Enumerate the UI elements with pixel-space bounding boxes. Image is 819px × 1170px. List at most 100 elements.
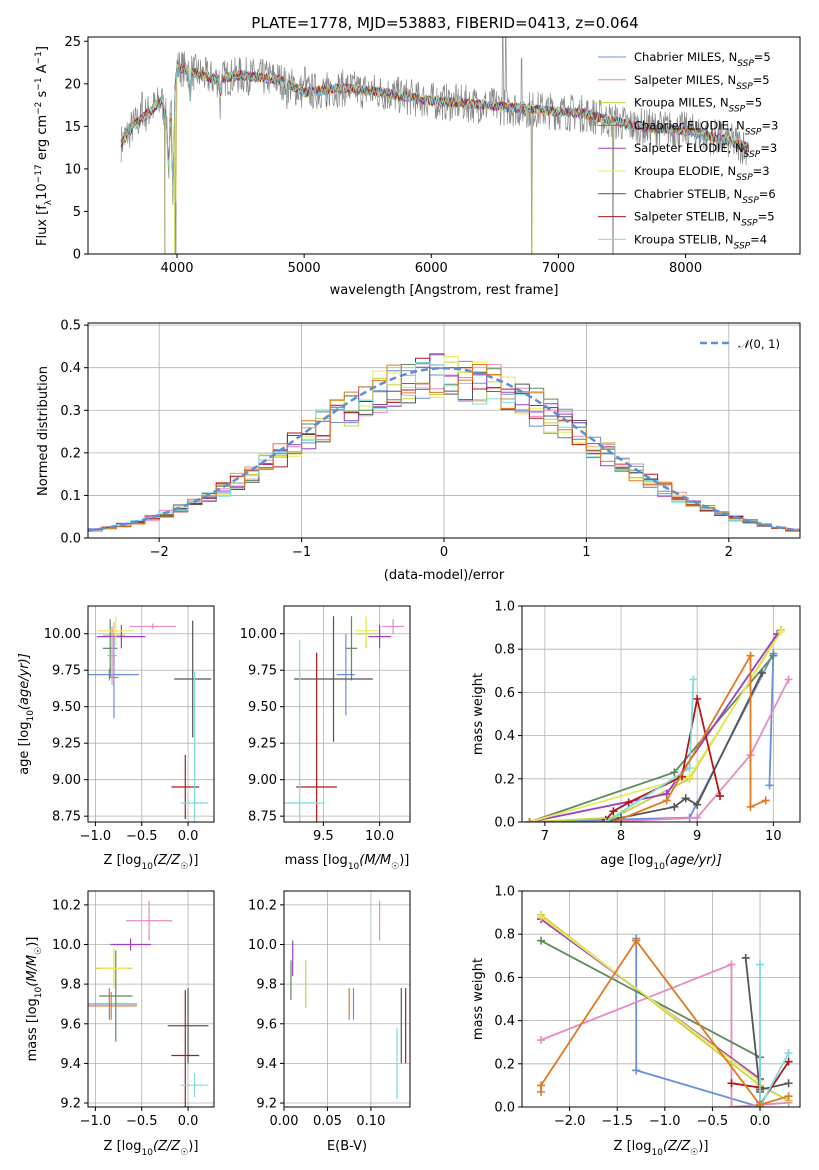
plot-area bbox=[290, 900, 407, 1100]
axes-frame: 4000 5000 6000 7000 8000 0 5 10 15 20 25 bbox=[64, 35, 801, 276]
y-tick-label: 9.25 bbox=[248, 737, 277, 752]
y-tick-label: 9.8 bbox=[256, 978, 277, 993]
mass-weight-marker bbox=[693, 694, 702, 703]
mass-weight-marker bbox=[716, 792, 725, 801]
axes-frame: −2.0 −1.5 −1.0 −0.5 0.0 0.0 0.2 0.4 0.6 0.8 1.0 bbox=[494, 885, 801, 1129]
x-tick-label: 2 bbox=[725, 545, 733, 560]
mass-vs-ebv-panel: 0.00 0.05 0.10 9.2 9.4 9.6 9.8 10.0 10.2 E(B-V) bbox=[248, 890, 411, 1154]
y-tick-label: 9.50 bbox=[248, 700, 277, 715]
legend-label: Chabrier ELODIE, NSSP=3 bbox=[634, 118, 778, 137]
mass-weight-marker bbox=[784, 1057, 793, 1066]
spectrum-artifact-line bbox=[173, 117, 176, 254]
residual-histogram-panel: −2 −1 0 1 2 0.0 0.1 0.2 0.3 0.4 0.5 𝒩(0, 1) (data-mo… bbox=[36, 319, 801, 583]
y-tick-label: 9.6 bbox=[256, 1017, 277, 1032]
x-axis-label: E(B-V) bbox=[327, 1139, 367, 1154]
errorbar-point bbox=[125, 900, 173, 941]
legend-label-part: Chabrier ELODIE, N bbox=[634, 118, 745, 132]
errorbar-point bbox=[99, 950, 133, 1042]
errorbar-point bbox=[345, 616, 358, 681]
axes-border bbox=[87, 36, 801, 255]
y-axis-label-part: ☉ bbox=[34, 947, 44, 955]
y-tick-label: 0.5 bbox=[60, 319, 81, 334]
x-axis-label: (data-model)/error bbox=[384, 568, 505, 583]
x-axis-label-part: ☉ bbox=[690, 1148, 698, 1158]
axes-border bbox=[87, 605, 215, 823]
mass-weight-marker bbox=[525, 818, 534, 822]
x-axis-label-part: (Z/Z bbox=[153, 853, 181, 868]
y-axis-label-part: A bbox=[35, 64, 50, 77]
mass-weight-series bbox=[741, 953, 793, 1096]
y-axis-label-part: age [log bbox=[17, 722, 32, 775]
mass-weight-marker bbox=[681, 794, 690, 803]
errorbar-point bbox=[97, 616, 135, 646]
y-tick-label: 10.00 bbox=[44, 627, 81, 642]
legend-label-part: SSP bbox=[745, 127, 762, 137]
y-tick-label: 20 bbox=[64, 77, 81, 92]
y-tick-label: 0.2 bbox=[494, 772, 515, 787]
mass-weight-marker bbox=[784, 1092, 793, 1101]
y-tick-label: 10.2 bbox=[52, 898, 81, 913]
axes-border bbox=[283, 605, 411, 823]
plot-area bbox=[88, 616, 212, 822]
x-axis-label-part: (Z/Z bbox=[153, 1139, 181, 1154]
x-axis-label-part: Z [log bbox=[104, 1139, 142, 1154]
y-tick-label: 0.8 bbox=[494, 643, 515, 658]
errorbar-point bbox=[294, 616, 373, 742]
errorbar-point bbox=[171, 990, 200, 1107]
mass-weight-marker bbox=[765, 781, 774, 790]
y-tick-label: 9.75 bbox=[52, 664, 81, 679]
legend-label: Kroupa STELIB, NSSP=4 bbox=[634, 232, 767, 251]
mass-weight-line bbox=[529, 652, 767, 822]
mass-weight-line bbox=[605, 679, 695, 822]
y-axis-label-part: −2 bbox=[34, 102, 44, 115]
y-axis-label-part: s bbox=[35, 90, 50, 101]
mass-weight-marker bbox=[757, 668, 766, 677]
x-tick-label: −2.0 bbox=[554, 1114, 586, 1129]
y-tick-label: 0.0 bbox=[494, 816, 515, 831]
mass-weight-marker bbox=[624, 798, 633, 807]
legend-label-part: SSP bbox=[736, 82, 753, 92]
axes-border bbox=[87, 890, 215, 1108]
y-axis-label-part: 10 bbox=[35, 183, 50, 200]
errorbar-point bbox=[381, 619, 405, 634]
plot-area bbox=[537, 910, 793, 1107]
grid-lines bbox=[284, 606, 410, 822]
y-tick-label: 0.0 bbox=[494, 1101, 515, 1116]
legend-label-part: =5 bbox=[745, 96, 762, 110]
x-tick-label: 10 bbox=[765, 829, 782, 844]
y-tick-label: 9.75 bbox=[248, 664, 277, 679]
legend-label-part: SSP bbox=[729, 105, 746, 115]
mass-weight-series bbox=[601, 668, 766, 822]
plot-area bbox=[120, 37, 750, 254]
legend-label-part: SSP bbox=[741, 219, 758, 229]
legend-label-part: SSP bbox=[744, 150, 761, 160]
y-axis-label-part: −17 bbox=[34, 164, 44, 183]
y-axis-label-part: −1 bbox=[34, 77, 44, 90]
y-tick-label: 0.4 bbox=[494, 1014, 515, 1029]
axes-border bbox=[521, 605, 801, 823]
x-axis-label-part: (age/yr)] bbox=[665, 853, 722, 868]
y-tick-label: 9.25 bbox=[52, 737, 81, 752]
mass-weight-marker bbox=[689, 675, 698, 684]
y-axis-label: mass weight bbox=[471, 958, 486, 1040]
y-tick-label: 1.0 bbox=[494, 885, 515, 900]
y-tick-label: 10.00 bbox=[240, 627, 277, 642]
errorbar-point bbox=[102, 619, 118, 678]
mass-weight-series bbox=[601, 694, 725, 822]
errorbar-point bbox=[107, 626, 117, 685]
mass-weight-series bbox=[756, 960, 793, 1107]
y-tick-label: 9.4 bbox=[256, 1057, 277, 1072]
x-axis-label-part: ☉ bbox=[391, 862, 399, 872]
mass-weight-marker bbox=[727, 1079, 736, 1088]
x-tick-label: −1 bbox=[292, 545, 311, 560]
x-tick-label: −2 bbox=[150, 545, 169, 560]
y-tick-label: 10.2 bbox=[248, 898, 277, 913]
y-tick-label: 10.0 bbox=[248, 938, 277, 953]
y-tick-label: 0.6 bbox=[494, 971, 515, 986]
y-axis-label-part: (M/M bbox=[25, 955, 40, 987]
y-tick-label: 9.50 bbox=[52, 700, 81, 715]
mass-weight-line bbox=[529, 631, 782, 822]
grid-lines bbox=[88, 606, 214, 822]
y-tick-label: 0.0 bbox=[60, 532, 81, 547]
legend-label-part: Kroupa STELIB, N bbox=[634, 232, 734, 246]
